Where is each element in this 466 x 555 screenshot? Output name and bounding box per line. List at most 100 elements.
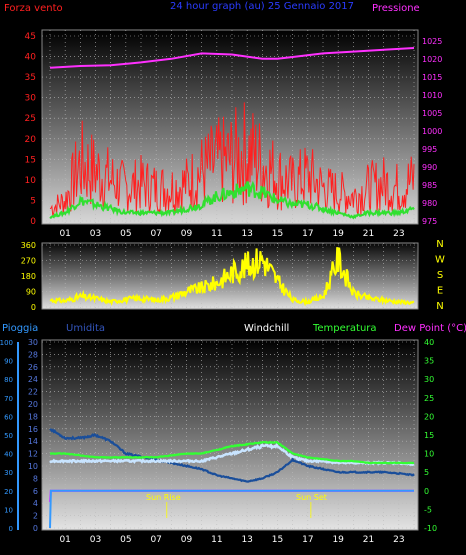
- x-tick-label: 21: [363, 229, 374, 239]
- series-direction: [49, 247, 415, 307]
- x-tick-label: 17: [302, 535, 313, 545]
- series-windchill: [49, 442, 415, 467]
- humidity-y-tick: 0: [33, 524, 38, 533]
- temp-y-tick: 25: [424, 394, 434, 403]
- x-tick-label: 15: [272, 535, 283, 545]
- x-tick-label: 01: [59, 535, 70, 545]
- compass-tick: E: [437, 286, 443, 297]
- direction-y-tick: 90: [26, 288, 36, 297]
- series-wind: [49, 102, 415, 216]
- wind-y-tick: 25: [25, 114, 36, 124]
- temp-y-tick: 5: [424, 468, 429, 477]
- x-tick-label: 05: [120, 535, 131, 545]
- temperature-label: Temperatura: [312, 323, 377, 334]
- temp-y-tick: 15: [424, 431, 434, 440]
- pressure-y-tick: 1025: [422, 37, 442, 46]
- x-tick-label: 19: [332, 535, 344, 545]
- pressure-y-tick: 975: [422, 217, 437, 226]
- rain-y-tick: 50: [4, 432, 13, 440]
- x-tick-label: 13: [241, 535, 252, 545]
- x-tick-label: 15: [272, 229, 283, 239]
- sunrise-annotation: Sun Rise: [146, 493, 181, 502]
- wind-y-tick: 45: [25, 32, 36, 42]
- wind-y-tick: 30: [25, 94, 37, 104]
- x-tick-label: 21: [363, 535, 374, 545]
- pressure-y-tick: 980: [422, 199, 437, 208]
- wind-y-tick: 20: [25, 135, 37, 145]
- x-tick-label: 11: [211, 535, 222, 545]
- pressure-y-tick: 990: [422, 163, 437, 172]
- rain-y-tick: 70: [4, 395, 13, 403]
- direction-y-tick: 0: [31, 303, 36, 312]
- humidity-y-tick: 16: [28, 425, 38, 434]
- pressure-y-tick: 1020: [422, 55, 442, 64]
- rain-y-tick: 90: [4, 358, 13, 366]
- humidity-y-tick: 12: [28, 450, 38, 459]
- wind-y-tick: 0: [30, 217, 36, 227]
- humidity-y-tick: 14: [28, 437, 38, 446]
- series-temperature: [49, 440, 415, 465]
- x-tick-label: 11: [211, 229, 222, 239]
- pressure-y-tick: 1000: [422, 127, 442, 136]
- series: [48, 47, 415, 529]
- x-tick-label: 09: [181, 535, 193, 545]
- direction-y-tick: 180: [21, 272, 36, 281]
- rain-y-tick: 40: [4, 451, 13, 459]
- rain-y-tick: 20: [4, 488, 13, 496]
- humidity-y-tick: 26: [28, 363, 38, 372]
- compass-tick: N: [436, 301, 443, 312]
- x-tick-label: 03: [90, 535, 101, 545]
- pressure-axis-label: Pressione: [372, 3, 420, 14]
- grid: [42, 30, 418, 530]
- rain-y-tick: 0: [9, 525, 13, 533]
- rain-y-tick: 60: [4, 413, 13, 421]
- temp-y-tick: -10: [424, 524, 437, 533]
- x-tick-label: 23: [393, 229, 404, 239]
- sunset-annotation: Sun Set: [296, 493, 327, 502]
- series-humidity: [49, 428, 415, 483]
- pressure-y-tick: 1005: [422, 109, 442, 118]
- humidity-y-tick: 28: [28, 350, 38, 359]
- humidity-y-tick: 22: [28, 388, 38, 397]
- rain-y-tick: 100: [0, 339, 13, 347]
- humidity-label: Umidita: [66, 323, 105, 334]
- temp-y-tick: -5: [424, 505, 432, 514]
- humidity-y-tick: 10: [28, 462, 38, 471]
- temp-y-tick: 40: [424, 338, 434, 347]
- temp-plot-area: [41, 339, 419, 531]
- pressure-y-tick: 985: [422, 181, 437, 190]
- pressure-y-tick: 1015: [422, 73, 442, 82]
- x-tick-label: 03: [90, 229, 101, 239]
- x-tick-label: 17: [302, 229, 313, 239]
- wind-y-tick: 5: [30, 196, 36, 206]
- series-pressure: [49, 47, 415, 69]
- compass-tick: W: [435, 255, 445, 266]
- x-tick-label: 09: [181, 229, 193, 239]
- temp-y-tick: 0: [424, 487, 429, 496]
- direction-y-tick: 360: [21, 241, 36, 250]
- x-tick-label: 23: [393, 535, 404, 545]
- temp-y-tick: 35: [424, 357, 434, 366]
- series-gust_avg: [49, 180, 415, 220]
- pressure-y-tick: 995: [422, 145, 437, 154]
- x-tick-label: 01: [59, 229, 70, 239]
- windchill-label: Windchill: [244, 323, 289, 334]
- x-tick-label: 13: [241, 229, 252, 239]
- dewpoint-label: Dew Point (°C): [394, 323, 466, 334]
- chart-title: 24 hour graph (au) 25 Gennaio 2017: [170, 1, 354, 12]
- wind-y-tick: 15: [25, 155, 36, 165]
- humidity-y-tick: 24: [28, 375, 38, 384]
- compass-tick: S: [437, 270, 443, 281]
- humidity-y-tick: 18: [28, 412, 38, 421]
- rain-y-tick: 80: [4, 376, 13, 384]
- x-tick-label: 07: [150, 229, 161, 239]
- wind-y-tick: 40: [25, 53, 37, 63]
- rain-label: Pioggia: [2, 323, 38, 334]
- temp-y-tick: 10: [424, 450, 434, 459]
- humidity-y-tick: 6: [33, 487, 38, 496]
- rain-y-tick: 30: [4, 469, 13, 477]
- series-rain: [49, 489, 414, 529]
- x-tick-label: 19: [332, 229, 344, 239]
